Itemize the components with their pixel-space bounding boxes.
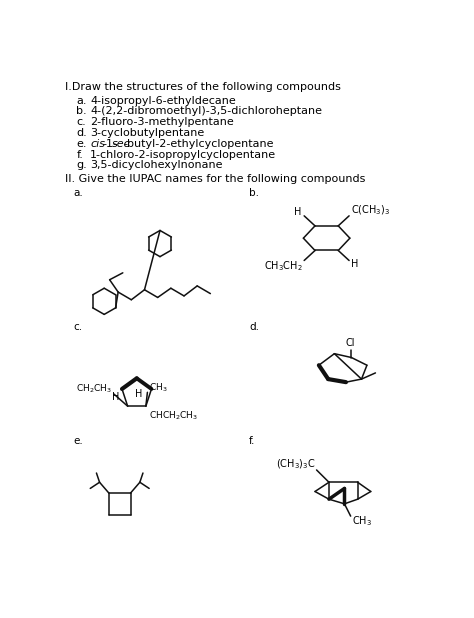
- Text: b.: b.: [76, 106, 87, 117]
- Text: -butyl-2-ethylcyclopentane: -butyl-2-ethylcyclopentane: [124, 139, 274, 149]
- Text: e.: e.: [73, 436, 83, 446]
- Text: CH$_3$CH$_2$: CH$_3$CH$_2$: [264, 259, 302, 273]
- Text: CH$_3$: CH$_3$: [352, 515, 372, 528]
- Text: I.Draw the structures of the following compounds: I.Draw the structures of the following c…: [64, 82, 340, 92]
- Text: 1-chloro-2-isopropylcyclopentane: 1-chloro-2-isopropylcyclopentane: [90, 150, 276, 159]
- Text: 3-cyclobutylpentane: 3-cyclobutylpentane: [90, 128, 204, 138]
- Text: (CH$_3$)$_3$C: (CH$_3$)$_3$C: [275, 458, 315, 472]
- Text: a.: a.: [73, 188, 83, 198]
- Text: CH$_2$CH$_3$: CH$_2$CH$_3$: [76, 383, 112, 396]
- Text: CH$_3$: CH$_3$: [149, 381, 168, 394]
- Text: H: H: [294, 208, 301, 218]
- Text: CHCH$_2$CH$_3$: CHCH$_2$CH$_3$: [149, 409, 198, 421]
- Text: f.: f.: [76, 150, 83, 159]
- Text: d.: d.: [76, 128, 87, 138]
- Text: 4-isopropyl-6-ethyldecane: 4-isopropyl-6-ethyldecane: [90, 96, 236, 106]
- Text: e.: e.: [76, 139, 87, 149]
- Text: H: H: [351, 259, 358, 269]
- Text: II. Give the IUPAC names for the following compounds: II. Give the IUPAC names for the followi…: [64, 174, 365, 184]
- Text: g.: g.: [76, 161, 87, 171]
- Text: -1-: -1-: [103, 139, 118, 149]
- Text: 3,5-dicyclohexylnonane: 3,5-dicyclohexylnonane: [90, 161, 223, 171]
- Text: c.: c.: [76, 117, 86, 127]
- Text: b.: b.: [249, 188, 259, 198]
- Text: 4-(2,2-dibromoethyl)-3,5-dichloroheptane: 4-(2,2-dibromoethyl)-3,5-dichloroheptane: [90, 106, 322, 117]
- Text: c.: c.: [73, 322, 82, 332]
- Text: d.: d.: [249, 322, 259, 332]
- Text: cis: cis: [90, 139, 105, 149]
- Text: a.: a.: [76, 96, 87, 106]
- Text: Cl: Cl: [345, 338, 355, 349]
- Text: f.: f.: [249, 436, 255, 446]
- Text: sec: sec: [112, 139, 131, 149]
- Text: 2-fluoro-3-methylpentane: 2-fluoro-3-methylpentane: [90, 117, 234, 127]
- Text: H: H: [112, 392, 119, 402]
- Text: H: H: [135, 389, 142, 399]
- Text: C(CH$_3$)$_3$: C(CH$_3$)$_3$: [351, 204, 390, 218]
